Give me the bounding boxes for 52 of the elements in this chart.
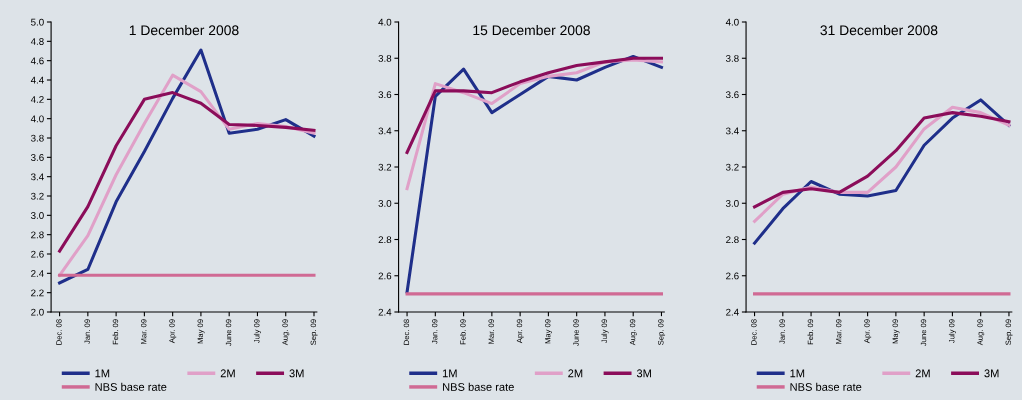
legend-label: NBS base rate: [443, 382, 514, 391]
y-tick-label: 4.0: [378, 18, 392, 26]
y-tick-label: 2.8: [726, 236, 739, 244]
y-tick-label: 5.0: [31, 18, 44, 26]
y-tick-label: 4.0: [30, 115, 44, 123]
y-tick-label: 2.6: [726, 272, 739, 280]
y-tick-label: 3.8: [725, 54, 739, 62]
y-tick-label: 3.6: [378, 91, 392, 99]
legend-label: 2M: [568, 369, 583, 378]
y-tick-label: 3.4: [378, 127, 392, 135]
y-tick-label: 3.8: [31, 134, 44, 142]
line-series: [753, 111, 1011, 209]
y-tick-label: 3.4: [725, 127, 739, 135]
y-tick-label: 2.6: [378, 272, 392, 280]
y-tick-label: 3.2: [378, 163, 392, 171]
y-tick-label: 3.0: [725, 199, 739, 207]
y-tick-label: 2.8: [31, 231, 44, 239]
legend-label: NBS base rate: [95, 382, 167, 391]
legend-label: 1M: [442, 369, 457, 378]
y-tick-label: 3.6: [31, 154, 44, 161]
y-tick-label: 2.8: [378, 236, 392, 244]
legend-label: 2M: [220, 369, 235, 378]
y-tick-label: 3.0: [378, 199, 392, 207]
y-tick-label: 4.4: [30, 76, 44, 84]
y-tick-label: 3.0: [31, 212, 44, 219]
y-tick-label: 2.4: [726, 308, 739, 316]
legend-label: 3M: [289, 369, 304, 378]
chart-title: 31 December 2008: [820, 24, 938, 36]
line-series: [405, 56, 663, 155]
y-tick-label: 2.6: [31, 250, 44, 258]
legend-label: 1M: [790, 369, 805, 378]
chart-title: 15 December 2008: [473, 24, 590, 36]
y-tick-label: 2.2: [31, 289, 44, 297]
chart-title: 1 December 2008: [129, 24, 239, 36]
y-tick-label: 4.8: [30, 38, 44, 45]
line-series: [58, 91, 316, 253]
y-tick-label: 4.0: [725, 18, 739, 26]
y-tick-label: 2.0: [31, 308, 44, 316]
legend-label: 3M: [636, 369, 651, 378]
y-tick-label: 2.4: [31, 270, 44, 277]
y-tick-label: 3.4: [31, 173, 44, 181]
legend-label: 1M: [95, 369, 110, 378]
legend-label: NBS base rate: [790, 382, 862, 391]
legend-label: 2M: [915, 369, 930, 378]
y-tick-label: 3.2: [31, 192, 44, 200]
y-tick-label: 3.8: [378, 54, 392, 62]
y-tick-label: 3.6: [725, 91, 739, 99]
y-tick-label: 2.4: [378, 308, 392, 316]
legend-label: 3M: [984, 369, 999, 378]
y-tick-label: 4.6: [30, 57, 44, 65]
y-tick-label: 4.2: [30, 96, 44, 103]
y-tick-label: 3.2: [725, 163, 739, 171]
